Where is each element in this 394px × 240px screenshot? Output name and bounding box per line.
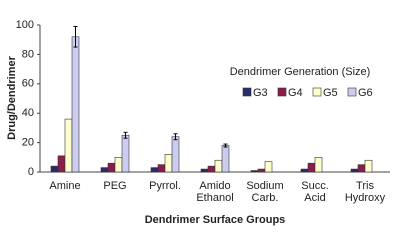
bar xyxy=(64,118,73,173)
bar xyxy=(164,154,173,173)
bar xyxy=(121,134,130,173)
bar xyxy=(221,145,230,173)
legend-label: G3 xyxy=(253,87,268,99)
bar xyxy=(71,36,80,173)
y-tick-label: 20 xyxy=(22,137,34,149)
bar xyxy=(364,159,373,173)
bar xyxy=(257,168,266,173)
bar xyxy=(171,136,180,173)
x-tick-label: Sodium Carb. xyxy=(246,180,283,204)
bar xyxy=(207,165,216,173)
y-tick-label: 0 xyxy=(28,166,34,178)
x-tick-label: Amido Ethanol xyxy=(196,180,233,204)
legend-title: Dendrimer Generation (Size) xyxy=(230,66,371,78)
y-axis-label: Drug/Dendrimer xyxy=(6,55,18,139)
bar xyxy=(350,168,359,173)
bar xyxy=(107,162,116,173)
x-tick-label: Amine xyxy=(49,180,80,192)
bar xyxy=(250,170,259,173)
y-tick-label: 80 xyxy=(22,48,34,60)
y-tick-label: 60 xyxy=(22,78,34,90)
x-tick-label: Pyrrol. xyxy=(149,180,181,192)
bar xyxy=(150,167,159,173)
bar xyxy=(307,162,316,173)
y-tick-label: 100 xyxy=(16,19,34,31)
bar xyxy=(200,168,209,173)
x-axis-label: Dendrimer Surface Groups xyxy=(145,214,286,226)
bar xyxy=(157,164,166,173)
legend-swatch xyxy=(312,87,322,97)
bar xyxy=(214,159,223,173)
bar xyxy=(357,164,366,173)
legend-swatch xyxy=(347,87,357,97)
legend-label: G5 xyxy=(323,87,338,99)
chart: Drug/Dendrimer Dendrimer Surface Groups … xyxy=(6,19,390,226)
legend-label: G4 xyxy=(288,87,303,99)
legend-label: G6 xyxy=(358,87,373,99)
bar xyxy=(300,168,309,173)
bar xyxy=(50,165,59,173)
bar xyxy=(264,161,273,173)
bar xyxy=(100,167,109,173)
x-tick-label: Succ. Acid xyxy=(301,180,329,204)
legend-swatch xyxy=(277,87,287,97)
bar xyxy=(114,157,123,173)
legend-swatch xyxy=(242,87,252,97)
x-tick-label: PEG xyxy=(103,180,126,192)
bar xyxy=(57,155,66,173)
x-tick-label: Tris Hydroxy xyxy=(345,180,386,204)
bar xyxy=(314,157,323,173)
y-tick-label: 40 xyxy=(22,107,34,119)
